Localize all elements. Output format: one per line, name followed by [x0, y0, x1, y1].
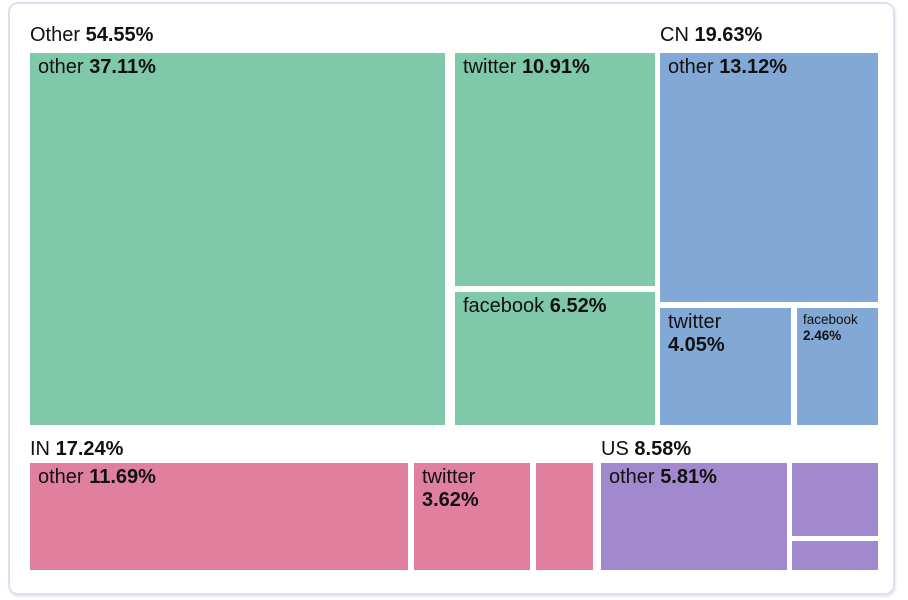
cell-value: 6.52% [549, 295, 607, 317]
cell-label: twitter [422, 466, 476, 488]
group-share: 17.24% [55, 438, 124, 460]
cell-value: 11.69% [89, 466, 156, 488]
cell-value: 10.91% [521, 56, 590, 78]
cell-label: other [609, 466, 655, 488]
cell-value: 37.11% [89, 56, 156, 78]
group-share: 19.63% [694, 24, 763, 46]
cell-label: twitter [668, 311, 722, 333]
treemap-cell-us-unlabeled-2[interactable] [792, 541, 878, 570]
treemap-cell-us-unlabeled-1[interactable] [792, 463, 878, 536]
group-share: 8.58% [634, 438, 692, 460]
group-label-in: IN 17.24% [30, 438, 123, 460]
cell-label: facebook [463, 295, 545, 317]
cell-value: 3.62% [422, 489, 479, 511]
cell-value: 4.05% [668, 334, 725, 356]
treemap-cell-other-facebook[interactable]: facebook 6.52% [455, 292, 655, 425]
treemap-cell-other-other[interactable]: other 37.11% [30, 53, 445, 425]
treemap-cell-in-other[interactable]: other 11.69% [30, 463, 408, 570]
treemap-cell-in-unlabeled[interactable] [536, 463, 593, 570]
cell-value: 2.46% [803, 328, 842, 343]
treemap-cell-other-twitter[interactable]: twitter 10.91% [455, 53, 655, 286]
group-name: Other [30, 24, 81, 46]
treemap-cell-cn-other[interactable]: other 13.12% [660, 53, 878, 302]
treemap-cell-in-twitter[interactable]: twitter 3.62% [414, 463, 530, 570]
treemap-cell-cn-twitter[interactable]: twitter 4.05% [660, 308, 791, 425]
cell-value: 13.12% [719, 56, 788, 78]
group-name: CN [660, 24, 689, 46]
cell-label: facebook [803, 312, 858, 327]
cell-label: other [38, 56, 84, 78]
cell-label: other [668, 56, 714, 78]
group-label-us: US 8.58% [601, 438, 691, 460]
group-share: 54.55% [85, 24, 154, 46]
cell-label: other [38, 466, 84, 488]
group-label-cn: CN 19.63% [660, 24, 762, 46]
group-name: IN [30, 438, 50, 460]
cell-value: 5.81% [660, 466, 717, 488]
group-name: US [601, 438, 629, 460]
cell-label: twitter [463, 56, 517, 78]
treemap-cell-cn-facebook[interactable]: facebook 2.46% [797, 308, 878, 425]
treemap-cell-us-other[interactable]: other 5.81% [601, 463, 787, 570]
group-label-other: Other 54.55% [30, 24, 153, 46]
